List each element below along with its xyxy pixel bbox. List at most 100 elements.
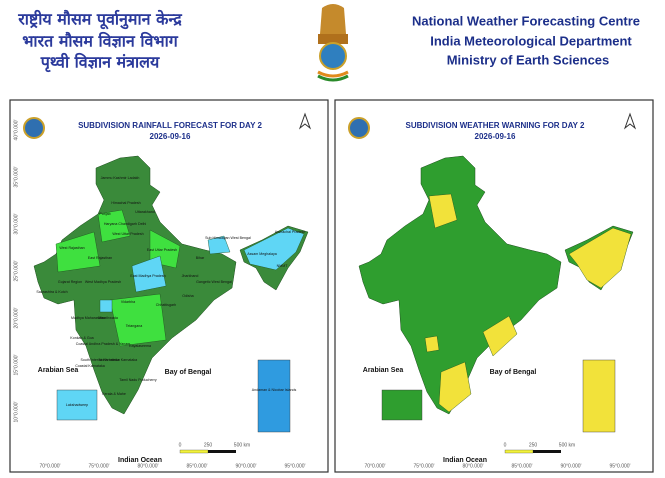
lakshadweep-box [381,389,423,421]
longitude-label: 80°0.000' [137,463,158,469]
region-label: Himachal Pradesh [111,201,140,205]
region-label: Bihar [196,256,205,260]
region-label: Madhya Maharashtra [71,316,105,320]
longitude-label: 75°0.000' [413,463,434,469]
map-panel: Jammu Kashmir Ladakh Himachal Pradesh Punj… [9,99,329,473]
subdivision-region [99,299,113,313]
emblem [317,4,349,82]
scale-label: 250 [204,442,213,448]
subdivision-region [243,227,305,271]
longitude-label: 90°0.000' [235,463,256,469]
region-label: Sub Himalayan West Bengal [205,236,251,240]
scale-bar [179,449,209,454]
header: राष्ट्रीय मौसम पूर्वानुमान केन्द्र भारत … [17,4,640,82]
region-label: Lakshadweep [66,403,88,407]
panel-title: SUBDIVISION WEATHER WARNING FOR DAY 2 [406,121,586,130]
hindi-line: भारत मौसम विज्ञान विभाग [22,32,179,51]
region-label: Rayalaseema [129,344,151,348]
region-label: Konkan & Goa [70,336,93,340]
latitude-label: 10°0.000' [13,401,19,422]
north-arrow [623,112,637,130]
scale-label: 250 [529,442,538,448]
map [358,155,634,433]
panel-date: 2026-09-16 [475,132,516,141]
region-label: NMMT [277,264,289,268]
english-line: India Meteorological Department [430,33,632,48]
subdivision-region [568,227,632,289]
latitude-label: 40°0.000' [13,119,19,140]
region-label: West Madhya Pradesh [85,280,121,284]
longitude-label: 90°0.000' [560,463,581,469]
panel-title: SUBDIVISION RAINFALL FORECAST FOR DAY 2 [78,121,262,130]
longitude-label: 80°0.000' [462,463,483,469]
scale-label: 0 [504,442,507,448]
map: Jammu Kashmir Ladakh Himachal Pradesh Punj… [33,155,309,433]
latitude-label: 15°0.000' [13,354,19,375]
region-label: Assam Meghalaya [247,252,277,256]
map-panel: SUBDIVISION WEATHER WARNING FOR DAY 2 202… [334,99,654,473]
subdivision-region [55,231,101,273]
region-label: Tamil Nadu Puducherry [119,378,157,382]
hindi-line: राष्ट्रीय मौसम पूर्वानुमान केन्द्र [17,10,182,30]
region-label: Jharkhand [182,274,199,278]
region-label: Jammu Kashmir Ladakh [101,176,140,180]
north-arrow [298,112,312,130]
sea-label: Bay of Bengal [165,369,212,376]
region-label: Chhattisgarh [156,303,176,307]
english-line: Ministry of Earth Sciences [447,52,610,67]
logo [348,117,370,139]
scale-bar [504,449,534,454]
subdivision-region [97,209,131,243]
english-line: National Weather Forecasting Centre [412,13,640,28]
region-label: West Rajasthan [59,246,84,250]
region-label: Punjab [99,212,110,216]
region-label: West Uttar Pradesh [112,232,143,236]
latitude-label: 20°0.000' [13,307,19,328]
scale-label: 500 km [559,442,575,448]
scale-label: 0 [179,442,182,448]
sea-label: Indian Ocean [443,457,487,464]
region-label: Saurashtra & Kutch [36,290,67,294]
region-label: Haryana Chandigarh Delhi [104,222,147,226]
region-label: Telangana [126,324,143,328]
region-label: Andaman & Nicobar Islands [252,388,297,392]
region-label: East Madhya Pradesh [130,274,165,278]
region-label: North Interior Karnataka [99,358,137,362]
scale-bar [533,450,561,453]
latitude-label: 30°0.000' [13,213,19,234]
subdivision-region [131,255,167,293]
region-label: Uttarakhand [135,210,155,214]
sea-label: Arabian Sea [363,367,404,374]
sea-label: Indian Ocean [118,457,162,464]
lakshadweep-box [56,389,98,421]
region-label: Odisha [182,294,193,298]
sea-label: Arabian Sea [38,367,79,374]
hindi-line: पृथ्वी विज्ञान मंत्रालय [40,53,160,73]
latitude-label: 35°0.000' [13,166,19,187]
region-label: East Uttar Pradesh [147,248,177,252]
region-label: Gangetic West Bengal [196,280,232,284]
region-label: South Interior Karnataka [81,358,120,362]
latitude-label: 25°0.000' [13,260,19,281]
subdivision-region [482,315,518,357]
region-label: Vidarbha [121,300,135,304]
region-label: Coastal Andhra Pradesh & Yanam [76,342,130,346]
region-label: Kerala & Mahe [102,392,126,396]
region-label: East Rajasthan [88,256,112,260]
region-label: Gujarat Region [58,280,82,284]
region-label: Arunachal Pradesh [275,230,306,234]
andaman-box [257,359,291,433]
longitude-label: 75°0.000' [88,463,109,469]
panel-date: 2026-09-16 [150,132,191,141]
longitude-label: 85°0.000' [511,463,532,469]
scale-label: 500 km [234,442,250,448]
scale-bar [208,450,236,453]
subdivision-region [109,293,167,347]
longitude-label: 70°0.000' [364,463,385,469]
longitude-label: 95°0.000' [284,463,305,469]
region-label: Coastal Karnataka [75,364,105,368]
subdivision-region [428,193,458,229]
longitude-label: 85°0.000' [186,463,207,469]
longitude-label: 70°0.000' [39,463,60,469]
region-label: Marathwada [98,316,118,320]
